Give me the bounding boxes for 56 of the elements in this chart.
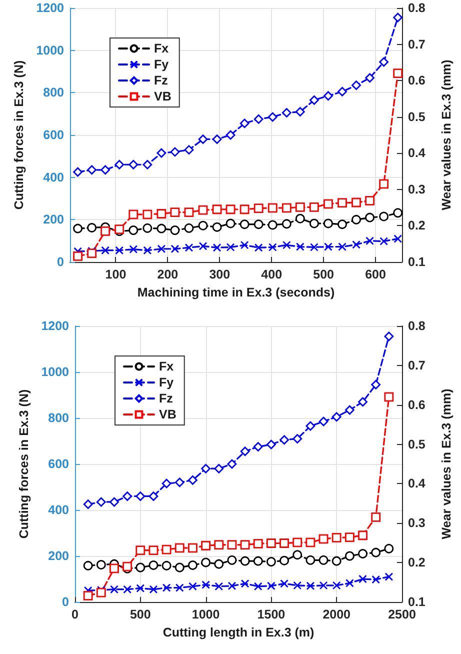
y-tick-label: 600 xyxy=(48,457,70,471)
y2-tick-label: 0.8 xyxy=(408,319,426,333)
x-tick-label: 1500 xyxy=(257,608,286,622)
x-axis-title: Machining time in Ex.3 (seconds) xyxy=(137,285,335,300)
x-tick-label: 2000 xyxy=(322,608,351,622)
x-tick-label: 400 xyxy=(261,268,282,282)
y2-tick-label: 0.4 xyxy=(408,476,426,491)
y-axis-title: Cutting forces in Ex.3 (N) xyxy=(16,389,31,539)
x-tick-label: 2500 xyxy=(388,608,416,622)
y2-tick-label: 0.2 xyxy=(408,218,426,233)
legend-label: Fx xyxy=(159,360,174,374)
x-tick-label: 500 xyxy=(313,268,334,282)
y-tick-label: 1000 xyxy=(36,43,64,58)
y-tick-label: 400 xyxy=(43,170,64,184)
y2-tick-label: 0.5 xyxy=(408,437,426,452)
y2-tick-label: 0.7 xyxy=(408,358,426,372)
y2-tick-label: 0.2 xyxy=(408,556,426,570)
y-tick-label: 200 xyxy=(43,212,64,227)
y2-tick-label: 0.1 xyxy=(408,595,426,609)
y2-axis-title: Wear values in Ex.3 (mm) xyxy=(440,388,454,540)
y-tick-label: 800 xyxy=(48,411,70,425)
x-tick-label: 100 xyxy=(105,268,126,282)
y-axis-title: Cutting forces in Ex.3 (N) xyxy=(12,60,26,210)
y-tick-label: 800 xyxy=(43,86,64,100)
legend-label: VB xyxy=(154,90,172,104)
y-tick-label: 200 xyxy=(48,549,70,563)
legend-label: Fy xyxy=(159,376,174,390)
x-axis-title: Cutting length in Ex.3 (m) xyxy=(162,625,314,640)
y-tick-label: 400 xyxy=(48,503,70,517)
y-tick-label: 0 xyxy=(57,255,64,269)
x-tick-label: 200 xyxy=(157,268,178,282)
x-tick-label: 300 xyxy=(209,268,230,282)
y-tick-label: 1000 xyxy=(41,365,70,379)
x-tick-label: 0 xyxy=(72,608,79,622)
legend-label: Fy xyxy=(154,58,169,72)
x-tick-label: 600 xyxy=(365,268,386,282)
y2-tick-label: 0.5 xyxy=(408,110,426,124)
y-tick-label: 600 xyxy=(43,128,64,142)
x-tick-label: 1000 xyxy=(192,608,220,622)
y-tick-label: 1200 xyxy=(36,1,64,15)
legend-label: VB xyxy=(159,408,176,422)
y2-tick-label: 0.6 xyxy=(408,74,426,88)
y2-tick-label: 0.3 xyxy=(408,182,426,196)
legend-label: Fz xyxy=(154,74,168,88)
y2-tick-label: 0.7 xyxy=(408,37,426,52)
x-tick-label: 500 xyxy=(130,608,151,622)
y2-tick-label: 0.8 xyxy=(408,1,426,15)
y2-tick-label: 0.3 xyxy=(408,516,426,530)
y2-tick-label: 0.4 xyxy=(408,146,426,160)
y-tick-label: 0 xyxy=(62,595,70,609)
y-tick-label: 1200 xyxy=(41,319,70,333)
y2-tick-label: 0.1 xyxy=(408,255,426,269)
y2-axis-title: Wear values in Ex.3 (mm) xyxy=(440,60,454,210)
legend-label: Fz xyxy=(159,392,173,406)
legend-label: Fx xyxy=(154,42,169,56)
y2-tick-label: 0.6 xyxy=(408,398,426,412)
